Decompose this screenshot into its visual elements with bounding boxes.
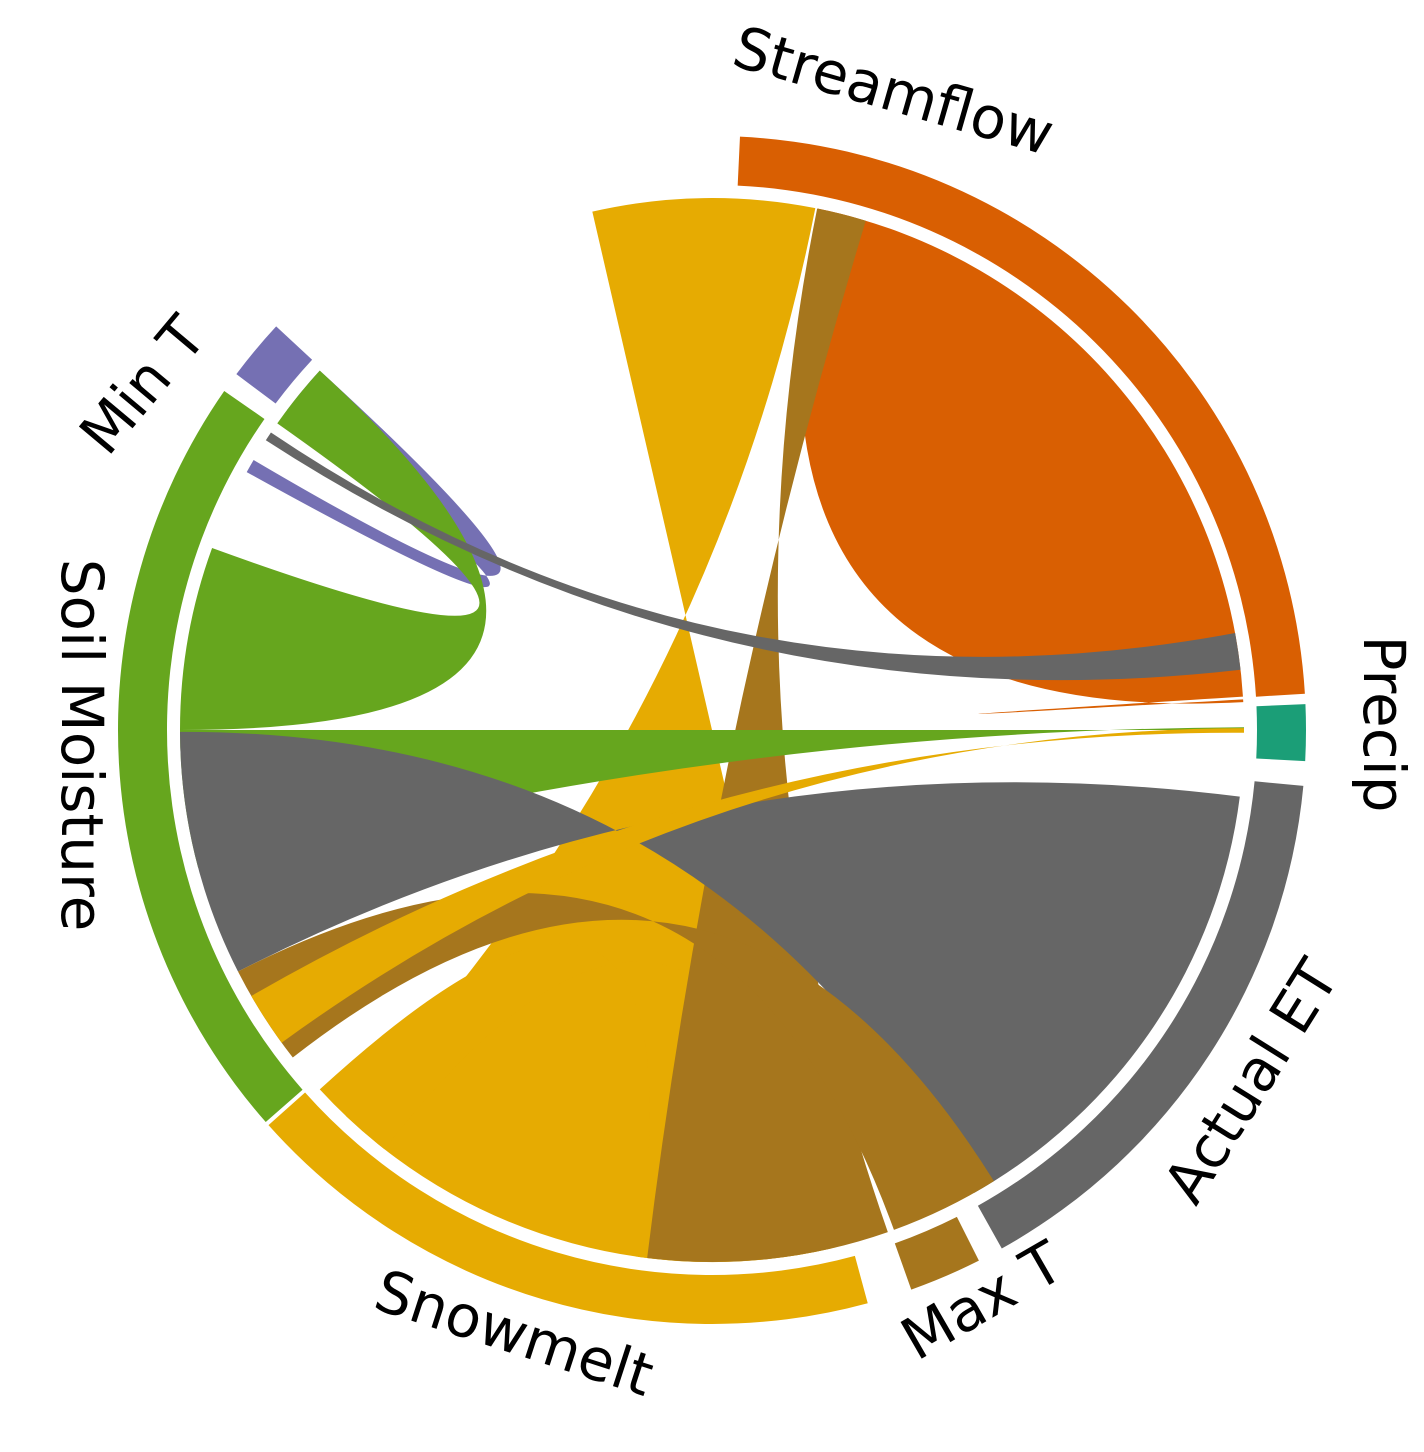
node-arcs-layer bbox=[117, 136, 1306, 1324]
ribbon-soil_moisture-6 bbox=[180, 727, 1244, 868]
ribbon-actual_et-7 bbox=[180, 731, 1240, 1194]
node-arc-max_t bbox=[894, 1216, 979, 1290]
label-precip: Precip bbox=[1350, 635, 1418, 812]
node-arc-snowmelt bbox=[268, 1092, 868, 1324]
ribbon-streamflow-0 bbox=[800, 208, 1244, 715]
node-arc-soil_moisture bbox=[117, 390, 303, 1123]
node-arc-precip bbox=[1256, 704, 1306, 762]
label-soil-moisture: Soil Moisture bbox=[48, 559, 116, 932]
node-arc-streamflow bbox=[737, 136, 1305, 697]
ribbon-max_t-8 bbox=[237, 892, 994, 1230]
ribbon-soil_moisture-5 bbox=[180, 370, 487, 730]
node-arc-actual_et bbox=[977, 781, 1304, 1249]
ribbon-actual_et-9 bbox=[265, 432, 1241, 681]
ribbons-layer bbox=[180, 198, 1245, 1263]
node-arc-min_t bbox=[236, 326, 313, 404]
